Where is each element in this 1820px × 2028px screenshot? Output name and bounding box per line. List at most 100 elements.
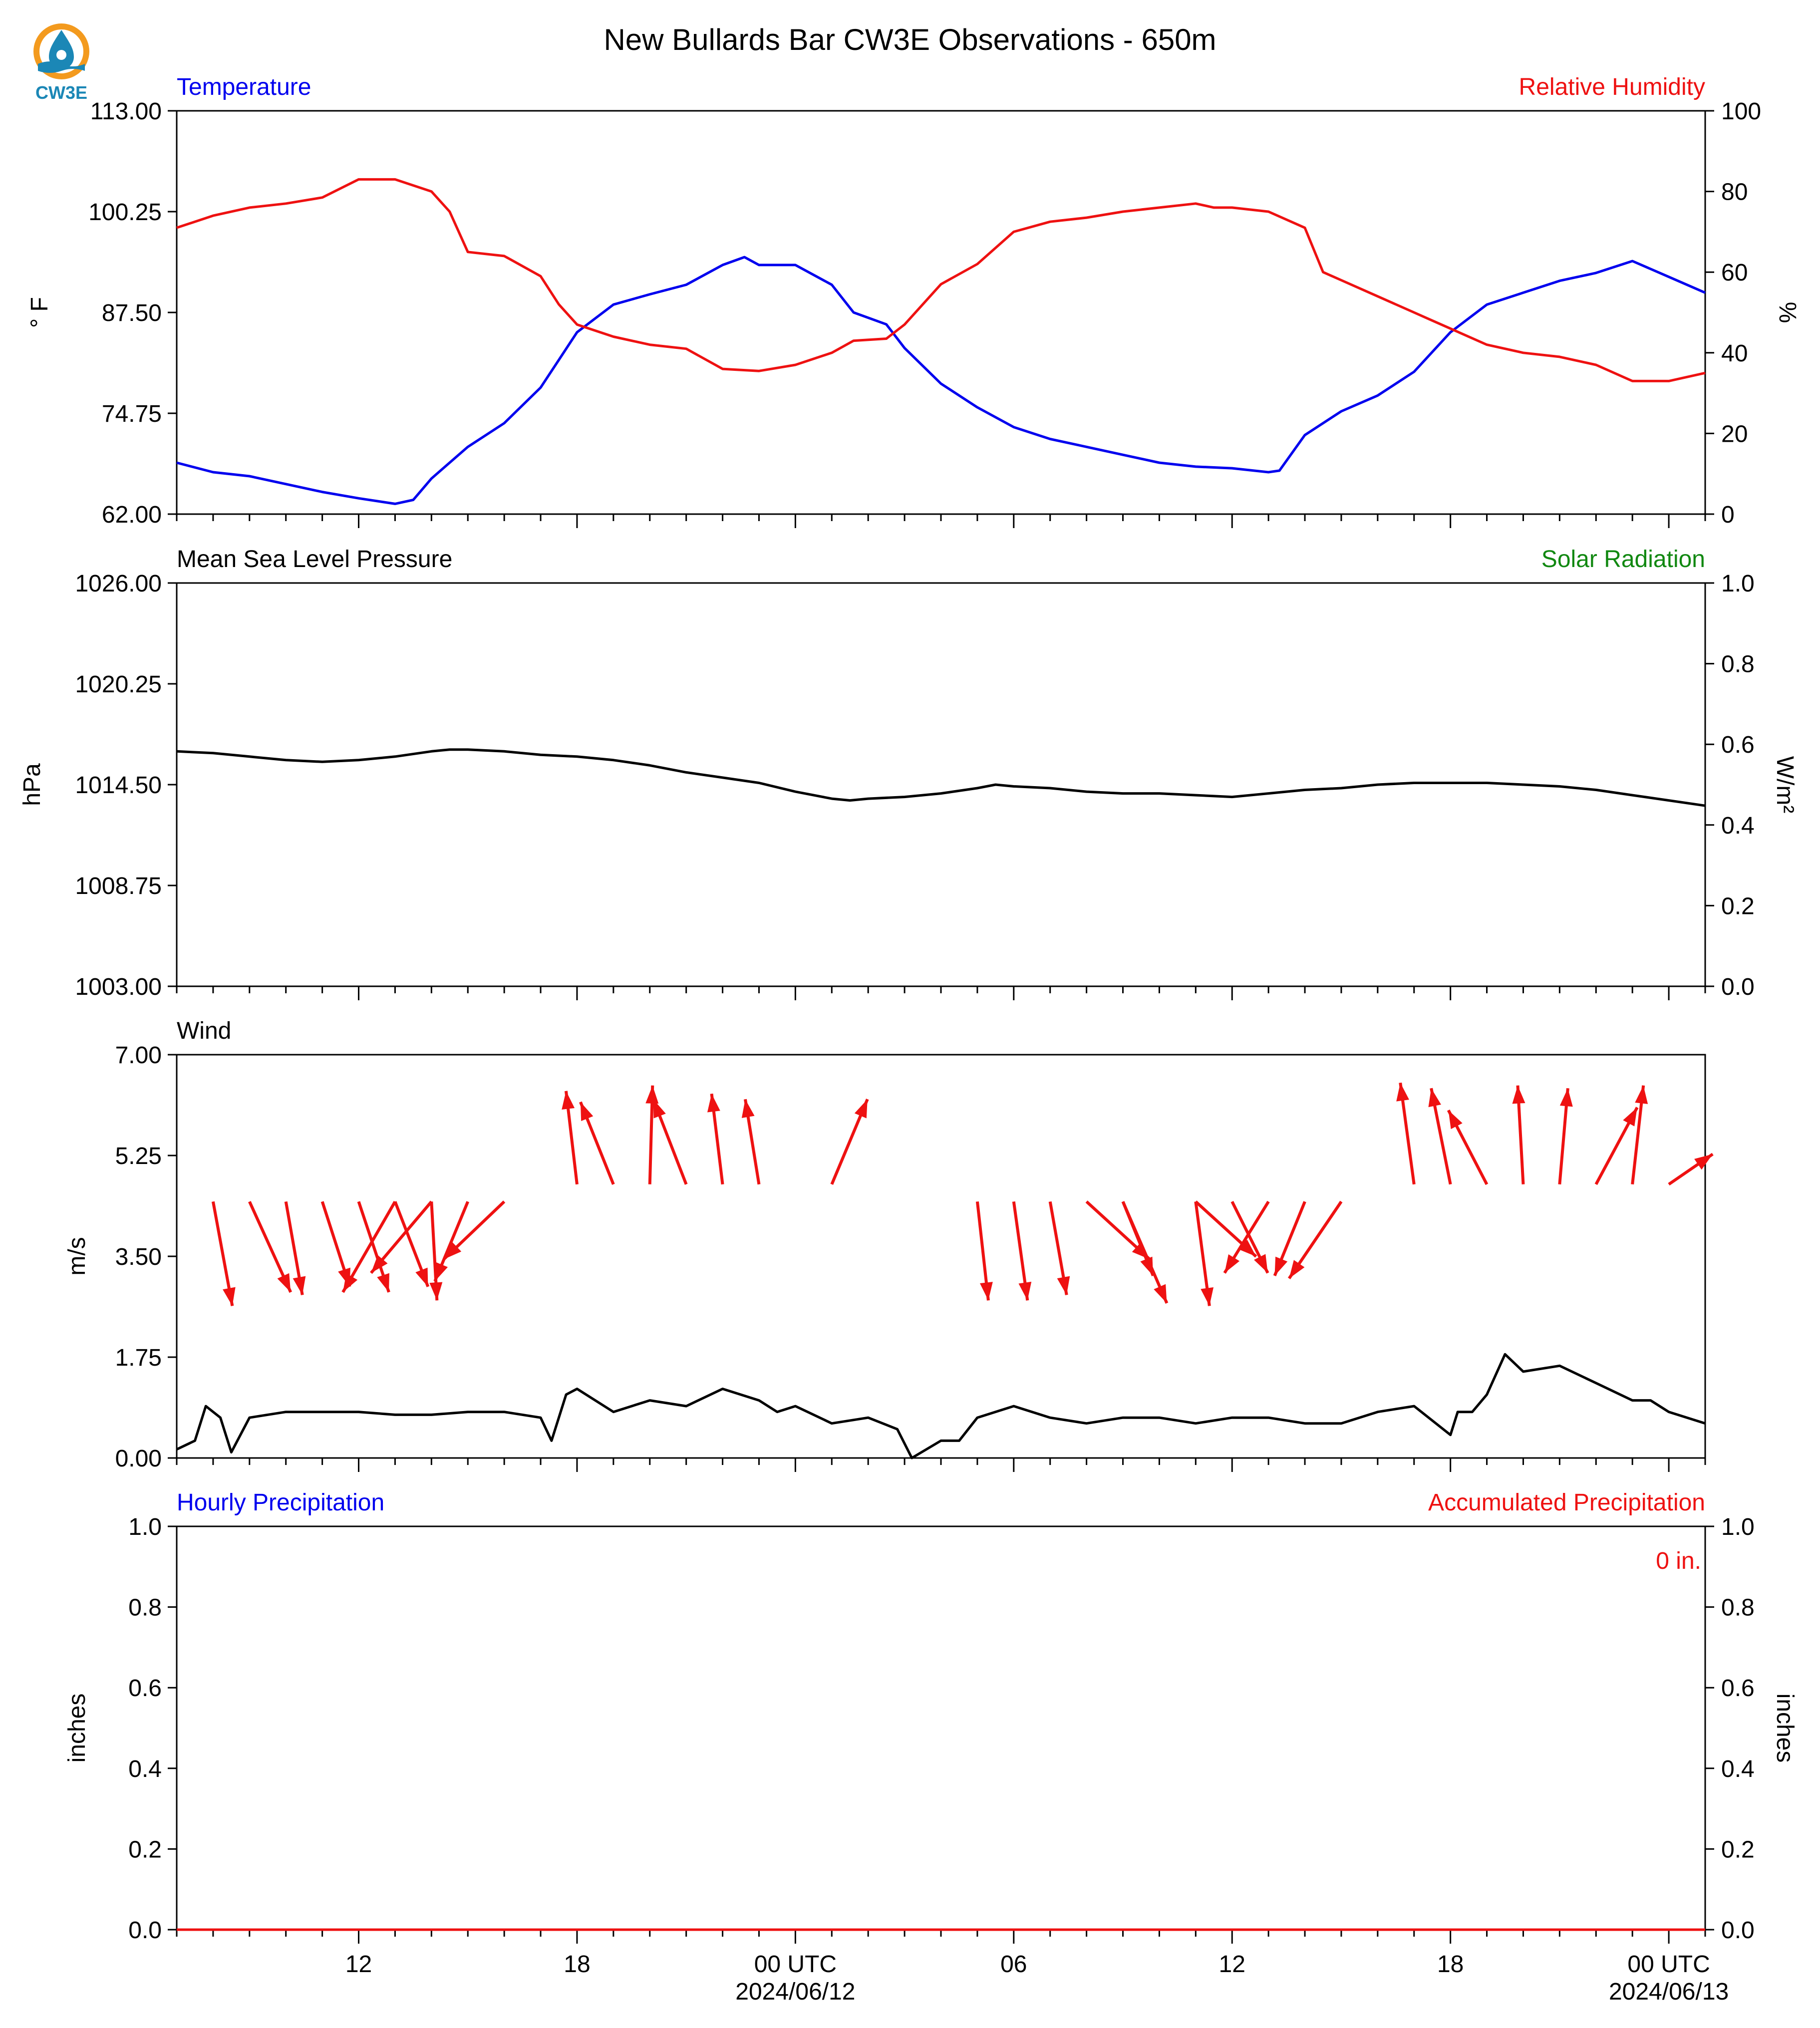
wind-vector-head [371, 1255, 388, 1273]
y2-tick-label: 0.4 [1721, 1756, 1755, 1782]
y-tick-label: 87.50 [102, 300, 162, 326]
y-tick-label: 5.25 [115, 1143, 162, 1169]
panel-2 [168, 582, 1714, 1000]
wind-vector-arrow [284, 1201, 306, 1295]
y2-tick-label: 1.0 [1721, 571, 1755, 597]
wind-vector-arrow [1512, 1085, 1525, 1184]
wind-vector-head [1254, 1254, 1268, 1273]
wind-vector-head [1623, 1107, 1637, 1127]
y-axis-label: hPa [19, 763, 45, 806]
wind-vector-arrow [579, 1101, 615, 1185]
panel-right-title: Relative Humidity [1519, 74, 1705, 100]
y2-axis-label: inches [1772, 1694, 1798, 1763]
y-tick-label: 1014.50 [75, 772, 162, 799]
wind-vector-shaft [1121, 1201, 1169, 1304]
y-tick-label: 1.0 [128, 1514, 162, 1540]
y-tick-label: 1020.25 [75, 671, 162, 698]
wind-vector-arrow [433, 1201, 470, 1282]
y-tick-label: 0.0 [128, 1917, 162, 1944]
wind-vector-head [580, 1102, 594, 1121]
wind-vector-arrow [1085, 1200, 1151, 1261]
x-tick-label: 18 [1437, 1951, 1464, 1978]
panel-frame [176, 1054, 1706, 1459]
wind-vector-head [277, 1273, 291, 1292]
y-tick-label: 1026.00 [75, 571, 162, 597]
y2-tick-label: 0.8 [1721, 651, 1755, 678]
wind-vector-head [435, 1262, 448, 1281]
y2-tick-label: 60 [1721, 260, 1748, 286]
wind-vector-head [562, 1091, 575, 1110]
wind-vector-head [1018, 1281, 1032, 1301]
x-tick-label: 12 [345, 1951, 372, 1978]
y2-tick-label: 20 [1721, 421, 1748, 447]
wind-vector-arrow [1287, 1200, 1343, 1280]
x-tick-label: 06 [1000, 1951, 1027, 1978]
wind-vector-head [444, 1242, 462, 1259]
wind-vector-head [1201, 1287, 1214, 1306]
panel-right-title: Accumulated Precipitation [1428, 1489, 1705, 1516]
wind-vector-head [1428, 1088, 1441, 1108]
wind-vector-head [980, 1282, 993, 1301]
y-tick-label: 0.8 [128, 1595, 162, 1621]
wind-vector-arrow [562, 1091, 579, 1185]
wind-vector-head [1512, 1085, 1525, 1104]
y-tick-label: 0.4 [128, 1756, 162, 1782]
panel-left-title: Hourly Precipitation [177, 1489, 384, 1516]
wind-vector-head [223, 1287, 236, 1306]
series-line-black [176, 748, 1706, 807]
y-axis-label: ° F [26, 297, 53, 328]
wind-vector-head [1154, 1284, 1167, 1303]
y-tick-label: 0.2 [128, 1836, 162, 1863]
wind-vector-head [645, 1085, 659, 1104]
figure-title: New Bullards Bar CW3E Observations - 650… [604, 23, 1216, 56]
x-tick-date-label: 2024/06/12 [735, 1979, 855, 2005]
wind-vector-head [1559, 1088, 1573, 1107]
y2-tick-label: 80 [1721, 179, 1748, 206]
y-tick-label: 74.75 [102, 401, 162, 427]
y2-tick-label: 0.4 [1721, 813, 1755, 839]
wind-vector-head [342, 1273, 358, 1292]
y-tick-label: 1.75 [115, 1345, 162, 1371]
y-tick-label: 1003.00 [75, 974, 162, 1000]
wind-vector-arrow [707, 1093, 724, 1185]
series-line-black [176, 1353, 1706, 1459]
series-line-red [176, 178, 1706, 382]
wind-vector-arrow [248, 1201, 293, 1293]
wind-vector-head [1396, 1083, 1409, 1102]
wind-vector-arrow [443, 1200, 506, 1261]
y2-tick-label: 1.0 [1721, 1514, 1755, 1540]
wind-vector-arrow [1230, 1201, 1269, 1274]
wind-vector-arrow [1048, 1201, 1070, 1295]
y-tick-label: 62.00 [102, 502, 162, 528]
wind-vector-head [415, 1267, 428, 1287]
panel-left-title: Temperature [177, 74, 311, 100]
y2-tick-label: 100 [1721, 98, 1761, 125]
wind-vector-head [293, 1276, 306, 1295]
y2-tick-label: 0.6 [1721, 732, 1755, 758]
wind-vector-head [1448, 1110, 1463, 1130]
wind-vector-head [429, 1282, 443, 1301]
wind-vector-head [1057, 1276, 1070, 1295]
panel-3 [168, 1054, 1714, 1472]
wind-vector-arrow [1396, 1082, 1416, 1185]
panel-left-title: Mean Sea Level Pressure [177, 546, 452, 573]
wind-vector-arrow [341, 1200, 397, 1293]
wind-vector-arrow [1558, 1088, 1573, 1184]
logo-drop-icon [49, 30, 74, 69]
y2-tick-label: 40 [1721, 340, 1748, 367]
wind-vector-arrow [1428, 1088, 1452, 1185]
wind-vector-head [707, 1094, 720, 1113]
y-tick-label: 1008.75 [75, 873, 162, 899]
panel-frame [176, 582, 1706, 987]
wind-vector-arrow [975, 1201, 993, 1301]
wind-vector-head [854, 1099, 868, 1119]
wind-vector-arrow [370, 1200, 433, 1274]
wind-vector-arrow [741, 1099, 761, 1185]
y2-tick-label: 0.6 [1721, 1675, 1755, 1702]
wind-vector-arrow [429, 1201, 443, 1301]
panel-4 [168, 1525, 1714, 1944]
wind-vector-arrow [393, 1201, 430, 1287]
wind-vector-arrow [1121, 1201, 1169, 1304]
wind-vector-head [1224, 1254, 1240, 1273]
